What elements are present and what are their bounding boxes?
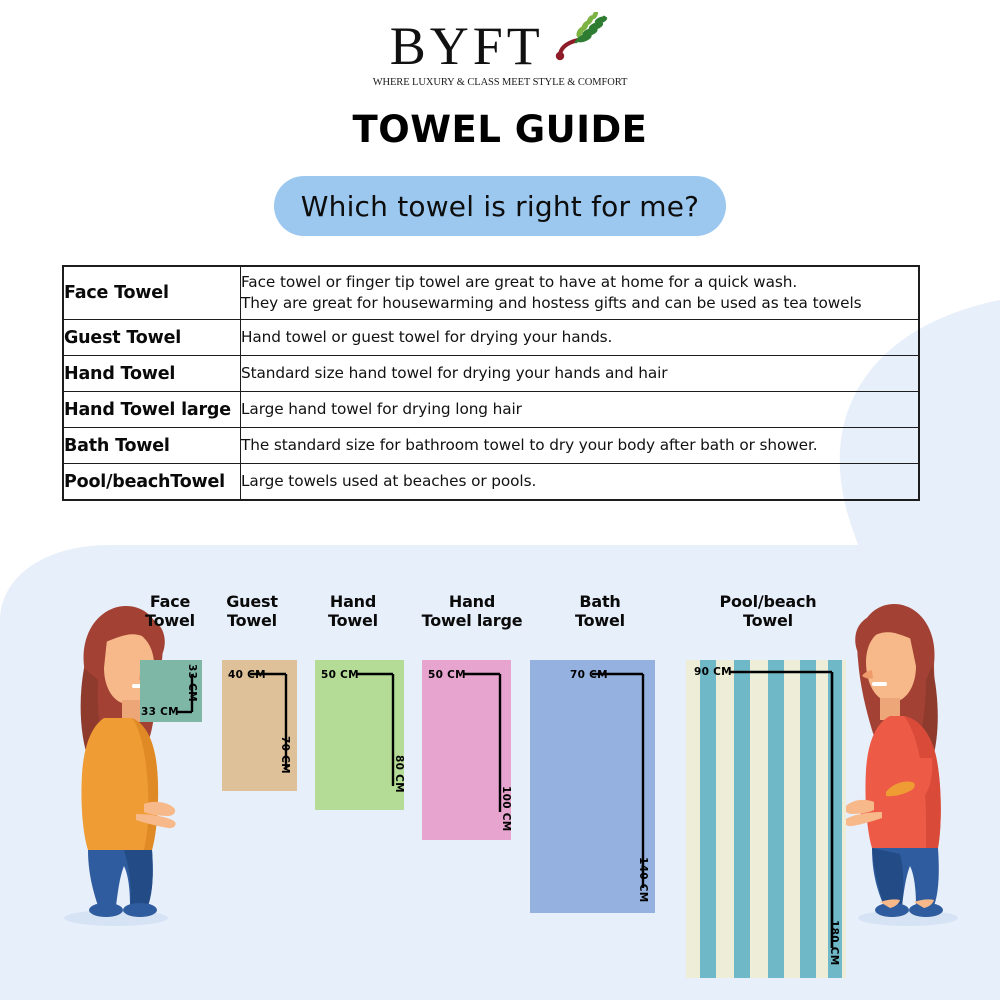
towel-size-chart: Face Towel Guest Towel Hand Towel Hand T…: [0, 560, 1000, 1000]
pool-width-label: 90 CM: [694, 666, 732, 678]
woman-holding-towel-left: [64, 606, 176, 926]
table-row: Hand Towel large Large hand towel for dr…: [62, 391, 920, 428]
stripe: [700, 660, 716, 978]
label-line-1: Hand: [448, 592, 496, 611]
table-row: Guest Towel Hand towel or guest towel fo…: [62, 319, 920, 356]
chart-label-face-towel: Face Towel: [130, 592, 210, 630]
label-line-2: Towel: [145, 611, 195, 631]
label-line-1: Hand: [329, 592, 377, 611]
towel-desc-cell: Hand towel or guest towel for drying you…: [240, 319, 920, 356]
stripe: [800, 660, 816, 978]
page-title: TOWEL GUIDE: [352, 108, 648, 151]
towel-name-cell: Bath Towel: [62, 427, 241, 464]
chart-label-guest-towel: Guest Towel: [212, 592, 292, 630]
stripe: [768, 660, 784, 978]
towel-desc-cell: Large hand towel for drying long hair: [240, 391, 920, 428]
towel-desc-cell: The standard size for bathroom towel to …: [240, 427, 920, 464]
table-row: Face Towel Face towel or finger tip towe…: [62, 265, 920, 320]
towel-name-cell: Face Towel: [62, 265, 241, 320]
brand-header: BYFT WHERE LUXURY & C: [0, 10, 1000, 88]
hand-width-label: 50 CM: [321, 669, 359, 681]
label-line-2: Towel: [227, 611, 277, 631]
face-width-label: 33 CM: [141, 706, 179, 718]
brand-tagline: WHERE LUXURY & CLASS MEET STYLE & COMFOR…: [372, 77, 628, 88]
label-line-1: Bath: [579, 592, 621, 611]
bath-height-label: 140 CM: [637, 857, 649, 903]
question-banner: Which towel is right for me?: [274, 176, 726, 236]
table-row: Pool/beachTowel Large towels used at bea…: [62, 463, 920, 501]
label-line-2: Towel large: [421, 611, 523, 631]
table-row: Hand Towel Standard size hand towel for …: [62, 355, 920, 392]
towel-name-cell: Hand Towel large: [62, 391, 241, 428]
label-line-2: Towel: [328, 611, 378, 631]
hand-large-width-label: 50 CM: [428, 669, 466, 681]
question-text: Which towel is right for me?: [300, 189, 700, 223]
bath-width-label: 70 CM: [570, 669, 608, 681]
hand-large-height-label: 100 CM: [500, 786, 512, 832]
chart-label-hand-towel: Hand Towel: [313, 592, 393, 630]
chart-label-hand-towel-large: Hand Towel large: [402, 592, 542, 630]
towel-swatch-pool-beach: [686, 660, 846, 978]
stripe: [734, 660, 750, 978]
towel-description-table: Face Towel Face towel or finger tip towe…: [62, 265, 920, 501]
guest-width-label: 40 CM: [228, 669, 266, 681]
label-line-1: Guest: [226, 592, 278, 611]
label-line-1: Face: [149, 592, 191, 611]
towel-desc-cell: Large towels used at beaches or pools.: [240, 463, 920, 501]
guest-height-label: 70 CM: [279, 736, 291, 774]
label-line-1: Pool/beach: [719, 592, 817, 611]
towel-name-cell: Pool/beachTowel: [62, 463, 241, 501]
chart-label-bath-towel: Bath Towel: [560, 592, 640, 630]
towel-desc-cell: Standard size hand towel for drying your…: [240, 355, 920, 392]
towel-desc-cell: Face towel or finger tip towel are great…: [240, 265, 920, 320]
label-line-2: Towel: [743, 611, 793, 631]
hand-height-label: 80 CM: [393, 755, 405, 793]
towel-name-cell: Guest Towel: [62, 319, 241, 356]
face-height-label: 33 CM: [186, 664, 198, 702]
wheat-sprig-icon: [554, 10, 610, 67]
towel-swatch-hand: [315, 660, 404, 810]
towel-name-cell: Hand Towel: [62, 355, 241, 392]
pool-height-label: 180 CM: [828, 920, 840, 966]
towel-swatch-hand-large: [422, 660, 511, 840]
label-line-2: Towel: [575, 611, 625, 631]
brand-wordmark: BYFT: [389, 15, 544, 76]
chart-label-pool-beach-towel: Pool/beach Towel: [700, 592, 836, 630]
table-row: Bath Towel The standard size for bathroo…: [62, 427, 920, 464]
woman-holding-towel-right: [846, 604, 958, 926]
